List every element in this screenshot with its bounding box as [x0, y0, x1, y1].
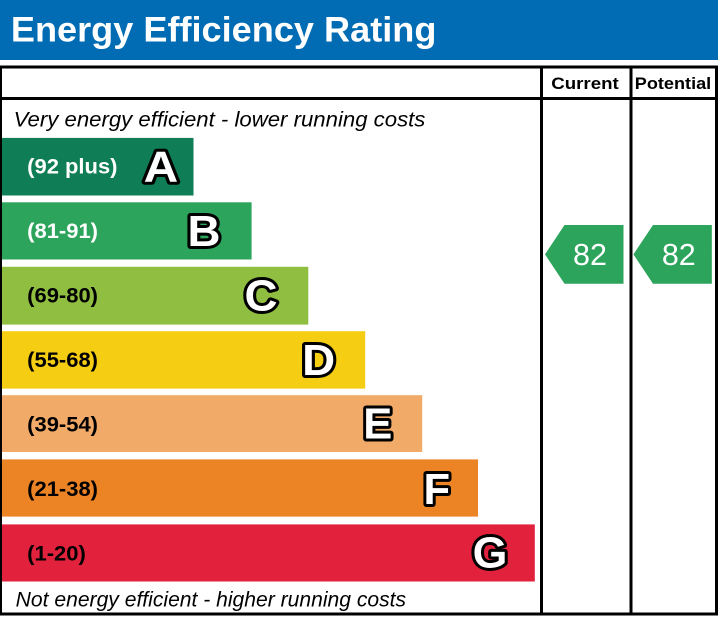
svg-text:Potential: Potential	[635, 74, 711, 93]
svg-text:Very energy efficient - lower: Very energy efficient - lower running co…	[14, 109, 426, 132]
svg-text:A: A	[144, 144, 179, 192]
svg-text:(1-20): (1-20)	[27, 543, 86, 566]
svg-text:Current: Current	[551, 74, 619, 93]
svg-text:(92 plus): (92 plus)	[27, 156, 117, 179]
svg-text:(39-54): (39-54)	[27, 414, 98, 437]
svg-text:E: E	[363, 401, 392, 449]
svg-text:G: G	[473, 530, 508, 578]
svg-text:(81-91): (81-91)	[27, 220, 98, 243]
svg-text:(69-80): (69-80)	[27, 285, 98, 308]
svg-text:82: 82	[573, 238, 607, 272]
svg-text:D: D	[302, 337, 335, 385]
svg-text:(55-68): (55-68)	[27, 349, 98, 372]
svg-text:Not energy efficient - higher: Not energy efficient - higher running co…	[16, 589, 407, 612]
svg-text:B: B	[188, 208, 221, 256]
svg-text:(21-38): (21-38)	[27, 478, 98, 501]
svg-text:Energy Efficiency Rating: Energy Efficiency Rating	[11, 11, 437, 50]
svg-text:F: F	[424, 466, 451, 514]
svg-text:82: 82	[662, 238, 696, 272]
svg-text:C: C	[245, 273, 278, 321]
